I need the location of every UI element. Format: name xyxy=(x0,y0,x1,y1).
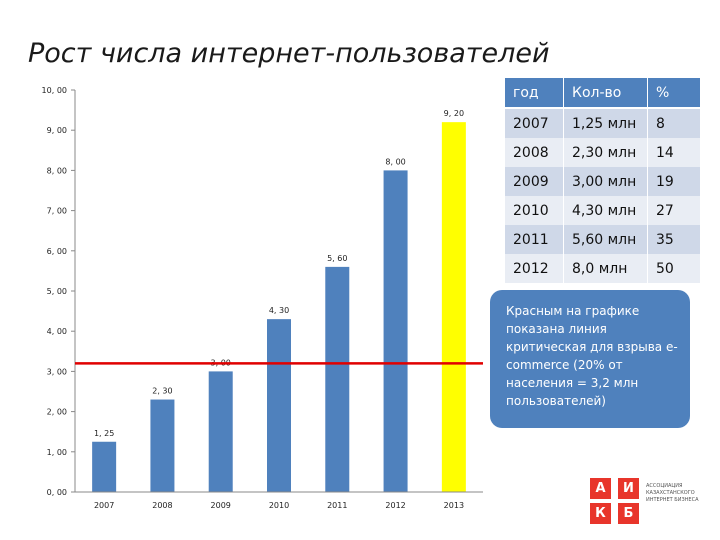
cell-year: 2009 xyxy=(505,167,563,196)
table-row: 2009 3,00 млн 19 xyxy=(505,167,700,196)
table-row: 2010 4,30 млн 27 xyxy=(505,196,700,225)
y-tick-label: 1, 00 xyxy=(47,448,67,457)
bar-2011 xyxy=(325,266,350,492)
data-label: 2, 30 xyxy=(152,387,172,396)
table-row: 2008 2,30 млн 14 xyxy=(505,138,700,167)
x-tick-label: 2010 xyxy=(269,501,289,510)
akib-logo: А И К Б АССОЦИАЦИЯ КАЗАХСТАНСКОГО ИНТЕРН… xyxy=(588,476,720,526)
cell-year: 2010 xyxy=(505,196,563,225)
y-tick-label: 6, 00 xyxy=(47,247,67,256)
bar-2012 xyxy=(383,170,408,492)
cell-count: 3,00 млн xyxy=(563,167,647,196)
table-row: 2007 1,25 млн 8 xyxy=(505,109,700,138)
cell-count: 8,0 млн xyxy=(563,254,647,283)
data-label: 8, 00 xyxy=(385,157,405,166)
x-tick-label: 2008 xyxy=(152,501,172,510)
logo-text: АССОЦИАЦИЯ КАЗАХСТАНСКОГО ИНТЕРНЕТ БИЗНЕ… xyxy=(646,483,699,503)
y-tick-label: 5, 00 xyxy=(47,287,67,296)
data-label: 4, 30 xyxy=(269,306,289,315)
cell-count: 2,30 млн xyxy=(563,138,647,167)
header-count: Кол-во xyxy=(563,78,647,109)
bars xyxy=(92,122,466,492)
x-tick-label: 2012 xyxy=(385,501,405,510)
data-label: 5, 60 xyxy=(327,254,347,263)
cell-percent: 27 xyxy=(647,196,700,225)
cell-percent: 14 xyxy=(647,138,700,167)
bar-2010 xyxy=(267,319,291,492)
bar-2009 xyxy=(208,371,233,492)
cell-percent: 8 xyxy=(647,109,700,138)
cell-year: 2012 xyxy=(505,254,563,283)
y-tick-label: 9, 00 xyxy=(47,126,67,135)
cell-year: 2007 xyxy=(505,109,563,138)
table-row: 2011 5,60 млн 35 xyxy=(505,225,700,254)
cell-count: 1,25 млн xyxy=(563,109,647,138)
cell-count: 5,60 млн xyxy=(563,225,647,254)
logo-letter: К xyxy=(590,503,611,524)
x-tick-label: 2013 xyxy=(444,501,464,510)
cell-year: 2011 xyxy=(505,225,563,254)
y-tick-label: 2, 00 xyxy=(47,408,67,417)
table-row: 2012 8,0 млн 50 xyxy=(505,254,700,283)
cell-year: 2008 xyxy=(505,138,563,167)
header-year: год xyxy=(505,78,563,109)
y-tick-label: 8, 00 xyxy=(47,166,67,175)
y-tick-label: 7, 00 xyxy=(47,207,67,216)
table-header-row: год Кол-во % xyxy=(505,78,700,109)
x-axis-ticks: 2007 2008 2009 2010 2011 2012 2013 xyxy=(94,501,464,510)
data-label: 9, 20 xyxy=(444,109,464,118)
logo-letter: А xyxy=(590,478,611,499)
x-tick-label: 2009 xyxy=(211,501,231,510)
bar-2013 xyxy=(441,122,466,492)
users-table: год Кол-во % 2007 1,25 млн 8 2008 2,30 м… xyxy=(505,78,700,283)
x-tick-label: 2011 xyxy=(327,501,347,510)
cell-count: 4,30 млн xyxy=(563,196,647,225)
y-axis-ticks: 0, 00 1, 00 2, 00 3, 00 4, 00 5, 00 6, 00 7, 00… xyxy=(42,86,75,497)
cell-percent: 50 xyxy=(647,254,700,283)
logo-letter: И xyxy=(618,478,639,499)
y-tick-label: 4, 00 xyxy=(47,327,67,336)
bar-2008 xyxy=(150,399,175,492)
logo-letter: Б xyxy=(618,503,639,524)
data-label: 1, 25 xyxy=(94,429,114,438)
y-tick-label: 0, 00 xyxy=(47,488,67,497)
note-callout: Красным на графике показана линия критич… xyxy=(490,290,690,428)
bar-2007 xyxy=(92,441,117,492)
header-percent: % xyxy=(647,78,700,109)
page-title: Рост числа интернет-пользователей xyxy=(28,38,550,69)
cell-percent: 19 xyxy=(647,167,700,196)
x-tick-label: 2007 xyxy=(94,501,114,510)
cell-percent: 35 xyxy=(647,225,700,254)
y-tick-label: 3, 00 xyxy=(47,367,67,376)
y-tick-label: 10, 00 xyxy=(42,86,67,95)
